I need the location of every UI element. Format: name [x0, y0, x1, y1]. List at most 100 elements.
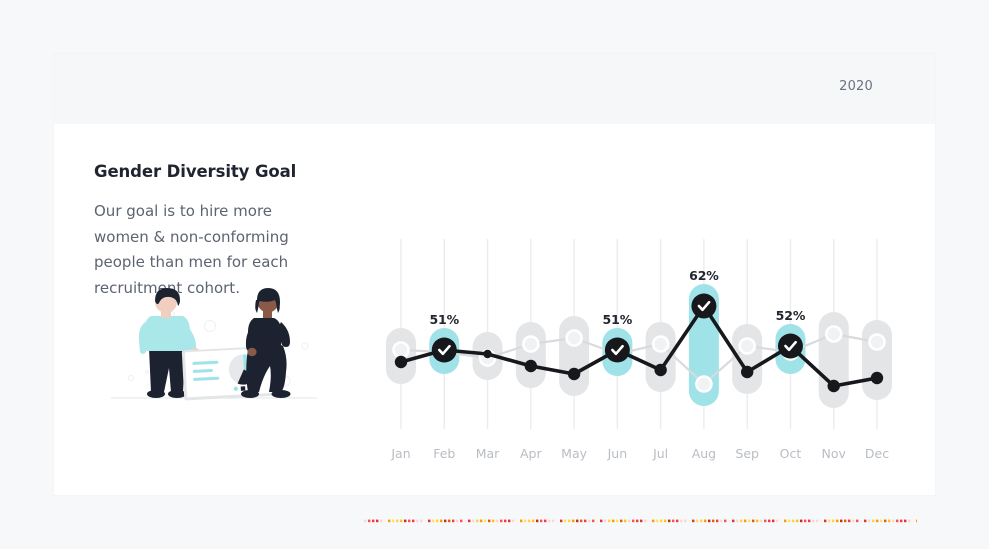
target-series-point: [392, 341, 410, 359]
dotted-rule-dot: [556, 519, 559, 523]
dotted-rule-dot: [680, 519, 683, 523]
dotted-rule-dot: [572, 519, 575, 523]
dotted-rule-dot: [580, 519, 583, 523]
dotted-rule-dot: [620, 519, 623, 523]
dotted-rule-dot: [496, 519, 499, 523]
goal-text-block: Gender Diversity Goal Our goal is to hir…: [94, 162, 344, 301]
dotted-rule-dot: [860, 519, 863, 523]
dotted-rule-dot: [628, 519, 631, 523]
dotted-rule-dot: [508, 519, 511, 523]
dotted-rule-dot: [644, 519, 647, 523]
target-series-point: [868, 333, 886, 351]
dotted-rule-dot: [784, 519, 787, 523]
hires-series-point: [567, 367, 581, 381]
dotted-rule-dot: [692, 519, 695, 523]
dotted-rule-dot: [564, 519, 567, 523]
dotted-rule-dot: [568, 519, 571, 523]
x-axis-tick-aug: Aug: [691, 446, 717, 461]
dotted-rule-dot: [828, 519, 831, 523]
dotted-rule-dot: [808, 519, 811, 523]
check-circle-icon[interactable]: [777, 333, 803, 359]
dotted-rule-dot: [484, 519, 487, 523]
dotted-rule-dot: [772, 519, 775, 523]
dotted-rule-dot: [764, 519, 767, 523]
dotted-rule-dot: [672, 519, 675, 523]
dotted-rule-dot: [876, 519, 879, 523]
dotted-rule-dot: [396, 519, 399, 523]
dotted-rule-dot: [492, 519, 495, 523]
dotted-rule-dot: [704, 519, 707, 523]
dotted-rule-dot: [896, 519, 899, 523]
category-capsule: [862, 320, 892, 400]
dotted-rule-dot: [816, 519, 819, 523]
dotted-rule-dot: [700, 519, 703, 523]
target-series-point: [695, 375, 713, 393]
dotted-rule-dot: [548, 519, 551, 523]
target-series-point: [651, 335, 670, 353]
x-axis-tick-mar: Mar: [475, 446, 500, 461]
dotted-rule-dot: [476, 519, 479, 523]
target-series-point: [738, 337, 756, 355]
hires-series-point: [740, 365, 754, 379]
dotted-rule-dot: [528, 519, 531, 523]
x-axis-tick-dec: Dec: [864, 446, 890, 461]
dotted-rule-dot: [648, 519, 651, 523]
dotted-rule-dot: [652, 519, 655, 523]
dotted-rule-dot: [832, 519, 835, 523]
hires-series-point: [870, 371, 884, 385]
dotted-rule-dot: [408, 519, 411, 523]
dotted-rule-dot: [776, 519, 779, 523]
dotted-rule-dot: [388, 519, 391, 523]
dotted-rule-dot: [380, 519, 383, 523]
dotted-rule-dot: [756, 519, 759, 523]
hires-series-point: [394, 355, 408, 369]
dotted-rule-dot: [376, 519, 379, 523]
x-axis-tick-jul: Jul: [653, 446, 669, 461]
dotted-rule-dot: [820, 519, 823, 523]
target-series-point: [565, 329, 583, 347]
dotted-rule-dot: [904, 519, 907, 523]
dotted-rule-dot: [624, 519, 627, 523]
hires-series-point: [827, 379, 840, 393]
dotted-rule-dot: [440, 519, 443, 523]
dotted-rule-dot: [596, 519, 599, 523]
dotted-rule-dot: [900, 519, 903, 523]
dotted-rule-dot: [420, 519, 423, 523]
check-circle-icon[interactable]: [431, 337, 457, 363]
dotted-rule-dot: [452, 519, 455, 523]
dotted-rule-dot: [372, 519, 375, 523]
dotted-rule-dot: [664, 519, 667, 523]
dotted-rule-dot: [584, 519, 587, 523]
hires-series-point: [483, 349, 492, 359]
dotted-rule-dot: [412, 519, 415, 523]
dotted-rule-dot: [812, 519, 815, 523]
dotted-rule-dot: [392, 519, 395, 523]
dotted-rule-dot: [912, 519, 915, 523]
dotted-rule-dot: [400, 519, 403, 523]
dotted-rule-dot: [856, 519, 859, 523]
value-label-oct: 52%: [775, 308, 806, 323]
dotted-rule-dot: [600, 519, 603, 523]
dotted-rule-dot: [732, 519, 735, 523]
two-people-holding-chart-board-illustration: [109, 286, 319, 406]
check-circle-icon[interactable]: [604, 337, 630, 363]
check-circle-icon[interactable]: [691, 293, 717, 319]
dotted-rule-dot: [824, 519, 827, 523]
hires-series-point: [654, 363, 667, 377]
year-label: 2020: [839, 79, 873, 94]
dotted-rule-dot: [636, 519, 639, 523]
dotted-rule-dot: [716, 519, 719, 523]
x-axis-tick-feb: Feb: [433, 446, 456, 461]
dotted-rule-dot: [512, 519, 515, 523]
dotted-rule-dot: [524, 519, 527, 523]
dotted-rule-dot: [864, 519, 867, 523]
dotted-rule-dot: [604, 519, 607, 523]
dotted-rule-dot: [740, 519, 743, 523]
dotted-rule-dot: [552, 519, 555, 523]
dotted-rule-dot: [616, 519, 619, 523]
dotted-rule-dot: [428, 519, 431, 523]
x-axis-tick-sep: Sep: [735, 446, 759, 461]
dotted-rule-dot: [448, 519, 451, 523]
dotted-rule-dot: [432, 519, 435, 523]
dotted-rule-dot: [728, 519, 731, 523]
